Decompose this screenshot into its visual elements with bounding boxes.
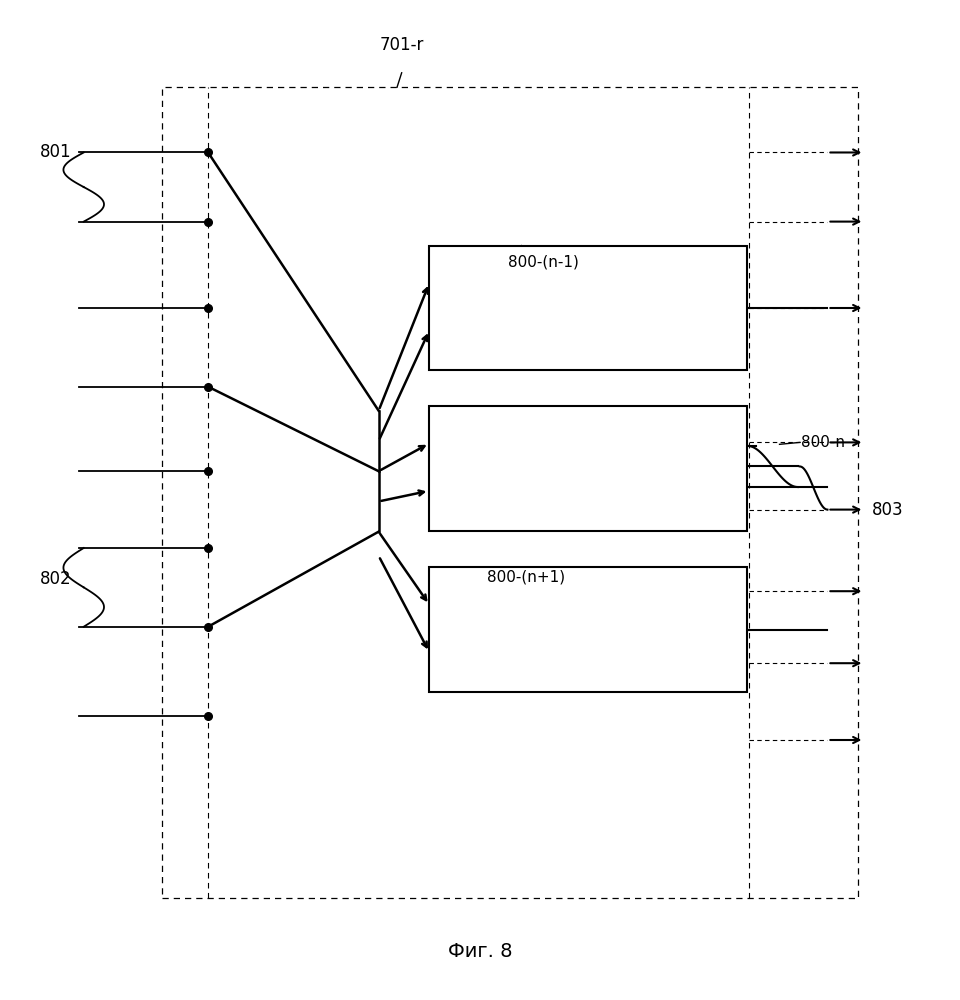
Text: 800-n: 800-n [801, 435, 845, 450]
Text: 800-(n-1): 800-(n-1) [508, 255, 579, 270]
Text: 803: 803 [872, 501, 903, 519]
Bar [162, 87, 858, 898]
Text: 701-r: 701-r [379, 36, 424, 54]
Text: Фиг. 8: Фиг. 8 [447, 942, 513, 961]
Text: 801: 801 [40, 143, 72, 161]
Bar [429, 567, 747, 692]
Bar [429, 246, 747, 370]
Bar [429, 406, 747, 531]
Text: 802: 802 [40, 570, 72, 588]
Text: 800-(n+1): 800-(n+1) [488, 569, 565, 584]
